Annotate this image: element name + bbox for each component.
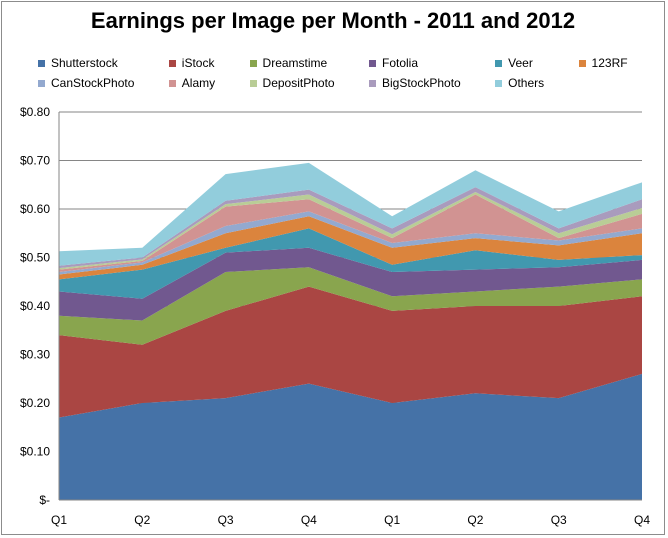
x-tick-label: Q1 <box>384 513 400 527</box>
legend-label: CanStockPhoto <box>51 76 135 90</box>
legend-item: iStock <box>168 56 236 70</box>
legend-item: DepositPhoto <box>249 76 355 90</box>
y-tick-label: $- <box>39 493 50 507</box>
legend-swatch <box>249 59 257 67</box>
area-series-123rf <box>59 216 642 280</box>
legend-swatch <box>578 59 586 67</box>
legend-label: DepositPhoto <box>262 76 335 90</box>
legend-swatch <box>38 59 45 67</box>
legend-item: Alamy <box>168 76 236 90</box>
legend-label: BigStockPhoto <box>382 76 461 90</box>
x-tick-label: Q3 <box>218 513 234 527</box>
legend-swatch <box>495 79 503 87</box>
legend-item: Fotolia <box>369 56 481 70</box>
area-series-dreamstime <box>59 267 642 345</box>
x-tick-label: Q2 <box>467 513 483 527</box>
y-tick-label: $0.40 <box>20 299 50 313</box>
legend-label: iStock <box>181 56 215 70</box>
legend-swatch <box>38 79 45 87</box>
legend-item: Dreamstime <box>249 56 355 70</box>
legend-item: Others <box>495 76 564 90</box>
y-tick-label: $0.10 <box>20 445 50 459</box>
x-tick-label: Q3 <box>551 513 567 527</box>
legend-swatch <box>495 59 503 67</box>
legend-item: BigStockPhoto <box>369 76 481 90</box>
legend-label: Fotolia <box>382 56 419 70</box>
legend-swatch <box>369 79 376 87</box>
legend-swatch <box>249 79 257 87</box>
area-series-istock <box>59 286 642 418</box>
legend-label: Veer <box>508 56 533 70</box>
legend-label: 123RF <box>591 56 628 70</box>
legend-swatch <box>369 59 376 67</box>
legend-label: Shutterstock <box>51 56 118 70</box>
y-tick-label: $0.50 <box>20 251 50 265</box>
x-tick-label: Q2 <box>134 513 150 527</box>
legend-item: CanStockPhoto <box>38 76 155 90</box>
legend-label: Dreamstime <box>262 56 328 70</box>
y-tick-label: $0.20 <box>20 396 50 410</box>
x-tick-label: Q1 <box>51 513 67 527</box>
area-series-veer <box>59 228 642 299</box>
x-tick-label: Q4 <box>301 513 317 527</box>
x-tick-label: Q4 <box>634 513 650 527</box>
legend-item: Shutterstock <box>38 56 155 70</box>
chart-title: Earnings per Image per Month - 2011 and … <box>90 8 576 33</box>
area-series-bigstockphoto <box>59 187 642 269</box>
legend-item: 123RF <box>578 56 648 70</box>
y-tick-label: $0.30 <box>20 348 50 362</box>
area-series-shutterstock <box>59 373 642 500</box>
legend-label: Others <box>508 76 545 90</box>
legend-swatch <box>168 59 176 67</box>
y-tick-label: $0.80 <box>20 105 50 119</box>
y-tick-label: $0.70 <box>20 154 50 168</box>
legend-label: Alamy <box>181 76 216 90</box>
y-tick-label: $0.60 <box>20 202 50 216</box>
chart-legend: Shutterstock iStock Dreamstime Fotolia Veer 1… <box>38 56 648 90</box>
area-series-alamy <box>59 194 642 273</box>
area-series-fotolia <box>59 247 642 321</box>
area-series-others <box>59 162 642 266</box>
legend-swatch <box>168 79 176 87</box>
legend-item: Veer <box>495 56 564 70</box>
